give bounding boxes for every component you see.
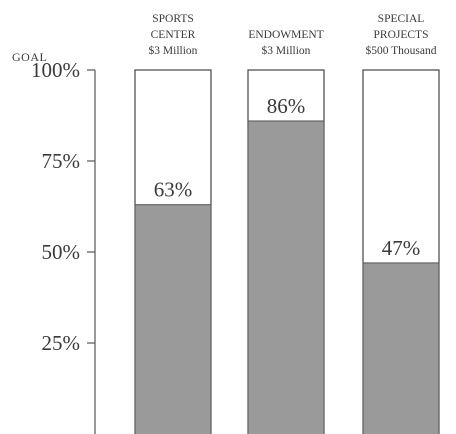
category-label: SPECIAL	[378, 13, 425, 25]
y-axis-ticks: 100% 75% 50% 25%	[31, 58, 95, 355]
data-label: 86%	[267, 94, 306, 118]
data-label: 47%	[382, 236, 421, 260]
category-goal-label: $3 Million	[262, 44, 311, 57]
y-tick-label: 25%	[42, 331, 81, 355]
bars: SPORTS CENTER $3 Million 63% ENDOWMENT $3 Mil…	[134, 13, 440, 434]
category-label: PROJECTS	[374, 29, 429, 41]
category-goal-label: $500 Thousand	[365, 44, 436, 57]
goal-axis-title: GOAL	[12, 50, 47, 64]
bar	[247, 120, 325, 434]
bar	[362, 262, 440, 434]
category-label: SPORTS	[152, 13, 194, 25]
y-tick-label: 100%	[31, 58, 80, 82]
bar	[134, 204, 212, 434]
category-label: ENDOWMENT	[248, 29, 323, 41]
category-goal-label: $3 Million	[149, 44, 198, 57]
y-tick-label: 75%	[42, 149, 81, 173]
category-label: CENTER	[151, 29, 196, 41]
data-label: 63%	[154, 178, 193, 202]
y-tick-label: 50%	[42, 240, 81, 264]
